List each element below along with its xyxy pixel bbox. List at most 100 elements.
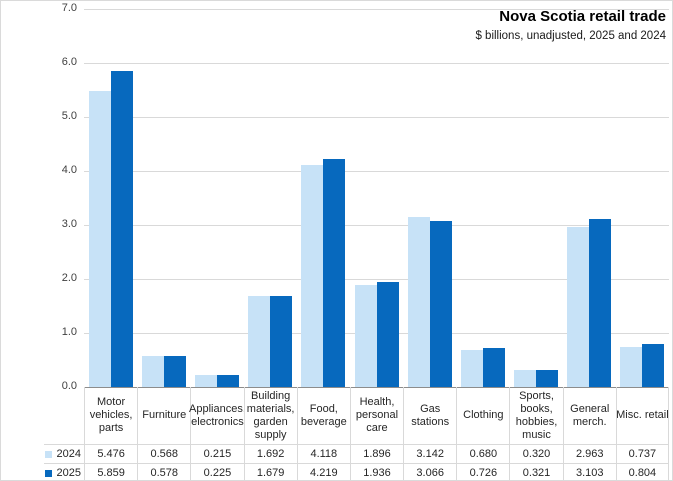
bar-2024 — [407, 217, 430, 387]
value-cell-2024: 5.476 — [84, 445, 137, 463]
bar-2025 — [589, 219, 612, 387]
category-label-line: Appliances, — [189, 402, 246, 415]
gridline — [84, 279, 669, 280]
category-label-line: Furniture — [142, 409, 187, 421]
value-cell-2025: 0.578 — [137, 464, 190, 480]
category-label-line: Building — [251, 389, 291, 402]
y-axis-tick-label: 1.0 — [61, 326, 77, 338]
value-cell-2024: 2.963 — [562, 445, 616, 463]
value-cell-2025: 0.726 — [456, 464, 509, 480]
category-label: Gas stations — [403, 387, 456, 444]
bar-2025 — [482, 348, 505, 387]
series-row-2024: 2024 5.476 0.568 0.215 1.692 4.118 1.896 3.142 0… — [44, 444, 669, 463]
category-label-line: merch. — [572, 415, 607, 428]
category-column — [563, 9, 616, 387]
value-cell-2025: 1.679 — [243, 464, 297, 480]
category-label-line: electronics — [191, 415, 244, 428]
bar-2025 — [323, 159, 346, 387]
category-label: Motor vehicles, parts — [84, 387, 137, 444]
category-label: Furniture — [137, 387, 190, 444]
bar-2024 — [567, 227, 590, 387]
bar-2025 — [270, 296, 293, 387]
bar-2025 — [429, 221, 452, 387]
category-label-row: Motor vehicles, parts Furniture Appliances, e… — [44, 387, 669, 444]
category-column — [84, 9, 137, 387]
bar-2025 — [376, 282, 399, 387]
legend-key-2024: 2024 — [44, 445, 84, 463]
category-label-line: hobbies, — [515, 415, 558, 428]
bar-2024 — [514, 370, 537, 387]
bar-2025 — [642, 344, 665, 387]
value-cell-2024: 1.896 — [349, 445, 403, 463]
bar-2024 — [141, 356, 164, 387]
bar-columns — [84, 9, 669, 387]
category-label-line: Sports, — [519, 389, 554, 402]
bar-2024 — [301, 165, 324, 387]
category-column — [244, 9, 297, 387]
value-cell-2024: 4.118 — [296, 445, 350, 463]
category-label: Health, personal care — [349, 387, 403, 444]
y-axis-tick-label: 2.0 — [61, 272, 77, 284]
category-column — [297, 9, 350, 387]
bar-2024 — [460, 350, 483, 387]
category-label-line: books, — [520, 402, 553, 415]
category-label-line: parts — [98, 422, 124, 434]
category-label: Misc. retail — [615, 387, 669, 444]
category-label-line: vehicles, — [89, 409, 133, 421]
category-label-line: Misc. retail — [616, 409, 669, 421]
category-column — [616, 9, 669, 387]
category-column — [403, 9, 456, 387]
category-label-line: Health, — [359, 396, 395, 408]
category-label-line: Gas — [420, 402, 441, 415]
value-cell-2024: 0.737 — [615, 445, 669, 463]
bar-2025 — [163, 356, 186, 387]
category-label-line: materials, — [246, 402, 295, 415]
y-axis-tick-label: 4.0 — [61, 164, 77, 176]
category-label-line: personal — [355, 409, 399, 421]
chart-title: Nova Scotia retail trade — [499, 8, 666, 25]
legend-swatch-2024 — [44, 450, 52, 458]
gridline — [84, 171, 669, 172]
category-label: Clothing — [456, 387, 509, 444]
category-label-line: stations — [411, 415, 450, 428]
value-cell-2024: 3.142 — [403, 445, 456, 463]
category-column — [510, 9, 563, 387]
value-cell-2025: 1.936 — [349, 464, 403, 480]
value-cell-2025: 3.066 — [403, 464, 456, 480]
category-label: Sports, books, hobbies, music — [509, 387, 562, 444]
value-cell-2024: 0.320 — [509, 445, 562, 463]
category-label-line: beverage — [300, 415, 347, 428]
y-axis-tick-label: 0.0 — [61, 380, 77, 392]
category-label-line: Food, — [309, 402, 338, 415]
category-label: General merch. — [562, 387, 616, 444]
category-label-line: Clothing — [463, 409, 504, 421]
bar-2024 — [194, 375, 217, 387]
category-column — [350, 9, 403, 387]
bar-2024 — [248, 296, 271, 387]
value-cell-2025: 3.103 — [562, 464, 616, 480]
legend-swatch-2025 — [44, 469, 52, 477]
bar-2024 — [88, 91, 111, 387]
gridline — [84, 63, 669, 64]
bar-2025 — [536, 370, 559, 387]
bar-2025 — [110, 71, 133, 387]
category-label: Building materials, garden supply — [243, 387, 297, 444]
value-cell-2025: 4.219 — [296, 464, 350, 480]
category-label-line: music — [522, 428, 551, 441]
category-column — [456, 9, 509, 387]
category-label-line: General — [570, 402, 610, 415]
value-cell-2025: 0.804 — [615, 464, 669, 480]
series-row-2025: 2025 5.859 0.578 0.225 1.679 4.219 1.936 3.066 0… — [44, 463, 669, 480]
category-label: Appliances, electronics — [189, 387, 246, 444]
value-cell-2024: 1.692 — [243, 445, 297, 463]
value-cell-2025: 0.225 — [190, 464, 243, 480]
gridline — [84, 225, 669, 226]
value-cell-2024: 0.568 — [137, 445, 190, 463]
y-axis-tick-label: 7.0 — [61, 2, 77, 14]
category-column — [190, 9, 243, 387]
category-label: Food, beverage — [296, 387, 350, 444]
value-cell-2024: 0.680 — [456, 445, 509, 463]
category-label-line: garden — [253, 415, 288, 428]
gridline — [84, 117, 669, 118]
